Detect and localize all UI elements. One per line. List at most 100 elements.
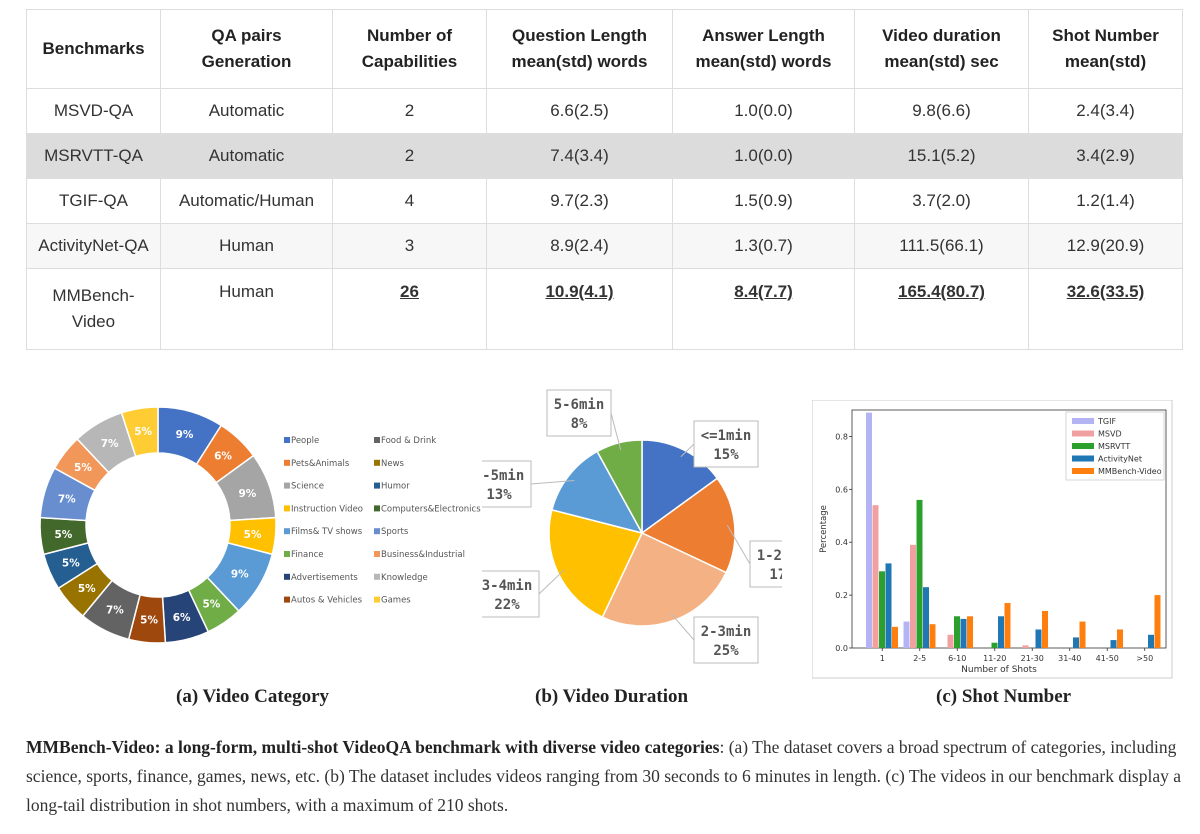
bar-tgif [866,412,872,648]
pie-callout-leader [610,412,622,451]
bar-msvd [910,544,916,648]
legend-label: Business&Industrial [381,550,465,560]
table-row: MSRVTT-QA Automatic 2 7.4(3.4) 1.0(0.0) … [26,133,1183,179]
pie-callout-percent: 22% [494,597,520,613]
legend-label: Autos & Vehicles [291,596,363,606]
table-cell: 32.6(33.5) [1028,268,1183,350]
header-text: Generation [201,52,292,71]
header-text: Question Length [511,26,648,45]
legend-swatch [1072,468,1094,474]
table-cell: 10.9(4.1) [486,268,673,350]
pie-callout-box [546,389,612,437]
table-cell: Automatic [160,133,333,179]
table-cell: 9.8(6.6) [854,88,1029,134]
bar-mmbench-video [1042,610,1048,648]
table-cell: 3.4(2.9) [1028,133,1183,179]
bar-msrvtt [916,499,923,648]
pie-callout-leader [670,613,695,641]
table-cell: 2 [332,88,487,134]
legend-swatch [284,505,290,512]
table-cell: 1.3(0.7) [672,223,855,269]
legend-label: Science [291,482,324,492]
table-row: MSVD-QA Automatic 2 6.6(2.5) 1.0(0.0) 9.… [26,88,1183,134]
pie-callout-box [482,460,532,508]
bar-msvd [1022,645,1029,648]
legend-swatch [374,528,380,535]
donut-slice-15 [120,406,159,458]
legend-label: Sports [381,527,409,537]
legend-swatch [284,482,290,489]
header-question-length: Question Length mean(std) words [486,9,673,89]
table-cell: 1.5(0.9) [672,178,855,224]
table-cell: MSVD-QA [26,88,161,134]
donut-slice-label: 5% [140,615,158,627]
header-text: Shot Number [1052,26,1159,45]
table-cell: 9.7(2.3) [486,178,673,224]
header-text: Capabilities [361,52,458,71]
x-tick-label: 2-5 [913,654,926,663]
donut-slice-label: 5% [78,583,96,595]
x-tick-label: 21-30 [1021,654,1044,663]
donut-slice-label: 5% [62,558,80,570]
table-row: MMBench-Video Human 26 10.9(4.1) 8.4(7.7… [26,268,1183,350]
x-tick-label: 11-20 [983,654,1006,663]
donut-slice-label: 9% [238,488,256,500]
legend-label: Instruction Video [291,504,363,514]
bar-mmbench-video [1079,621,1086,648]
legend-label: Finance [291,550,324,560]
table-cell: 8.9(2.4) [486,223,673,269]
bar-activitynet [960,618,967,648]
table-cell: 15.1(5.2) [854,133,1029,179]
y-tick-label: 0.8 [835,432,848,441]
legend-swatch [284,596,290,603]
legend-swatch [374,482,380,489]
legend-label: Humor [381,482,410,492]
pie-callout-category: 5-6min [554,397,605,413]
legend-swatch [284,573,290,580]
legend-label: MMBench-Video [1098,467,1162,476]
header-text: Benchmarks [42,39,145,58]
table-row: TGIF-QA Automatic/Human 4 9.7(2.3) 1.5(0… [26,178,1183,224]
header-shot-number: Shot Number mean(std) [1028,9,1183,89]
figure-c-caption: (c) Shot Number [936,686,1072,707]
donut-slice-label: 7% [106,605,124,617]
table-cell: 2.4(3.4) [1028,88,1183,134]
table-cell: 26 [332,268,487,350]
table-cell: TGIF-QA [26,178,161,224]
table-cell: ActivityNet-QA [26,223,161,269]
legend-swatch [284,437,290,443]
header-text: mean(std) words [695,52,832,71]
pie-callout-category: <=1min [701,428,752,444]
table-cell: 7.4(3.4) [486,133,673,179]
donut-slice-label: 5% [134,426,152,438]
bar-mmbench-video [892,626,898,648]
header-text: mean(std) [1064,52,1147,71]
donut-slice-label: 7% [58,493,76,505]
header-answer-length: Answer Length mean(std) words [672,9,855,89]
video-category-donut-chart: 9% 6% 9% 5% 9% 5% 6% 5% 7% 5% 5% 5% 7% 5% 7% 5% People P… [39,406,481,644]
pie-callout-box [693,420,759,468]
legend-label: Computers&Electronics [381,504,481,514]
pie-callout-leader [726,524,751,565]
bar-msrvtt [991,642,998,648]
shot-number-bar-chart: 0.0 0.2 0.4 0.6 0.8 Percentage Number of Shots… [812,400,1173,679]
header-text: mean(std) sec [884,52,999,71]
legend-swatch [374,437,380,443]
pie-slice-2 [601,532,728,627]
legend-swatch [1072,443,1094,449]
y-tick-label: 0.6 [835,485,848,494]
header-text: Number of [367,26,452,45]
donut-slice-label: 6% [214,451,232,463]
pie-callout-leader [538,569,565,595]
figure-b-caption: (b) Video Duration [535,686,689,707]
pie-callout-leader [530,480,575,485]
table-cell: 165.4(80.7) [854,268,1029,350]
x-axis-label: Number of Shots [961,665,1037,675]
benchmark-comparison-table: Benchmarks QA pairs Generation Number of C… [26,9,1183,350]
table-row: ActivityNet-QA Human 3 8.9(2.4) 1.3(0.7)… [26,223,1183,269]
pie-callout-category: 2-3min [701,624,752,640]
donut-slice-label: 5% [55,529,73,541]
legend-label: MSRVTT [1098,442,1130,451]
legend-label: Games [381,596,411,606]
pie-callout-percent: 15% [713,447,739,463]
